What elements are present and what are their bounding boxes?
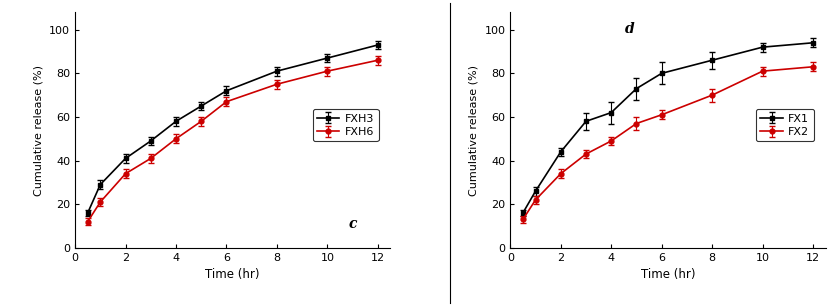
Y-axis label: Cumulative release (%): Cumulative release (%)	[469, 65, 479, 196]
Legend: FX1, FX2: FX1, FX2	[756, 109, 814, 141]
Text: c: c	[349, 217, 357, 231]
Y-axis label: Cumulative release (%): Cumulative release (%)	[33, 65, 43, 196]
Legend: FXH3, FXH6: FXH3, FXH6	[313, 109, 379, 141]
X-axis label: Time (hr): Time (hr)	[205, 268, 260, 281]
X-axis label: Time (hr): Time (hr)	[641, 268, 696, 281]
Text: d: d	[626, 22, 635, 36]
